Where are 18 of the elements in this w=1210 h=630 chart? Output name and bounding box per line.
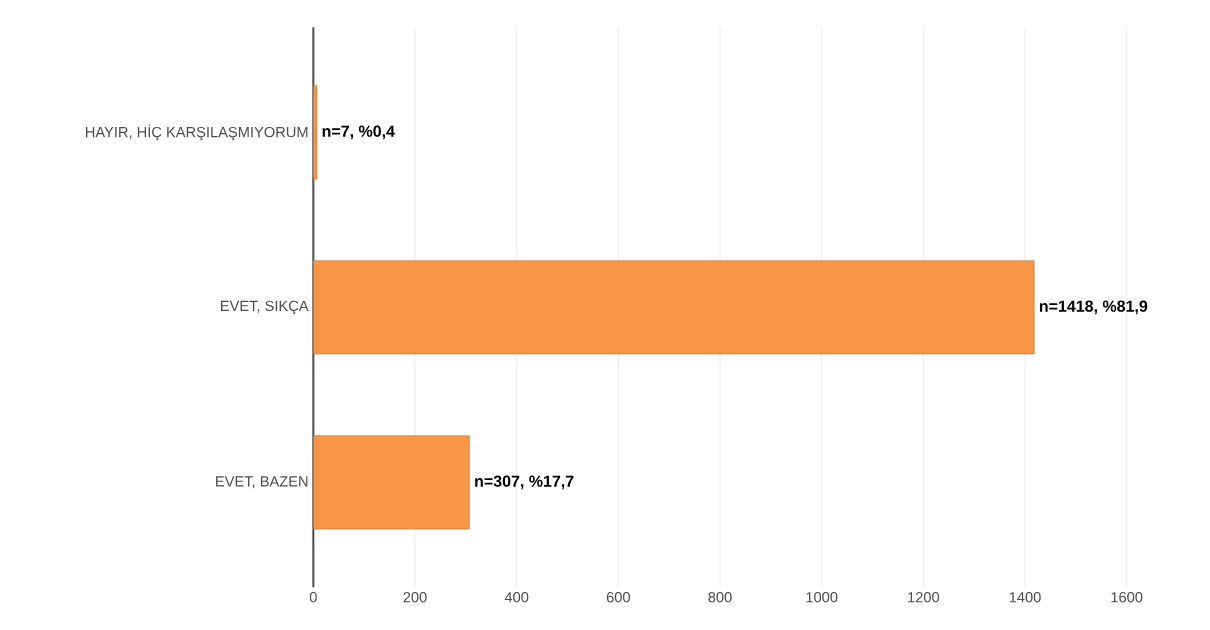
x-tick-label: 600 (606, 592, 630, 603)
x-tick-label: 0 (309, 592, 317, 603)
y-tick-label: EVET, SIKÇA (221, 300, 309, 315)
data-label: n=7, %0,4 (322, 125, 395, 140)
x-tick-label: 400 (504, 592, 529, 603)
x-tick-label: 800 (708, 592, 732, 603)
data-label: n=307, %17,7 (475, 475, 574, 490)
bar (313, 85, 318, 180)
x-tick-label: 200 (403, 592, 427, 603)
x-tick-label: 1000 (806, 592, 838, 603)
data-label: n=1418, %81,9 (1039, 300, 1148, 315)
x-tick-label: 1400 (1009, 592, 1041, 603)
x-tick-label: 1600 (1111, 592, 1143, 603)
y-tick-label: EVET, BAZEN (216, 476, 308, 489)
y-tick-label: HAYIR, HİÇ KARŞILAŞMIYORUM (86, 124, 308, 141)
bar (313, 260, 1035, 355)
x-tick-label: 1200 (908, 592, 940, 603)
bar (313, 435, 470, 530)
